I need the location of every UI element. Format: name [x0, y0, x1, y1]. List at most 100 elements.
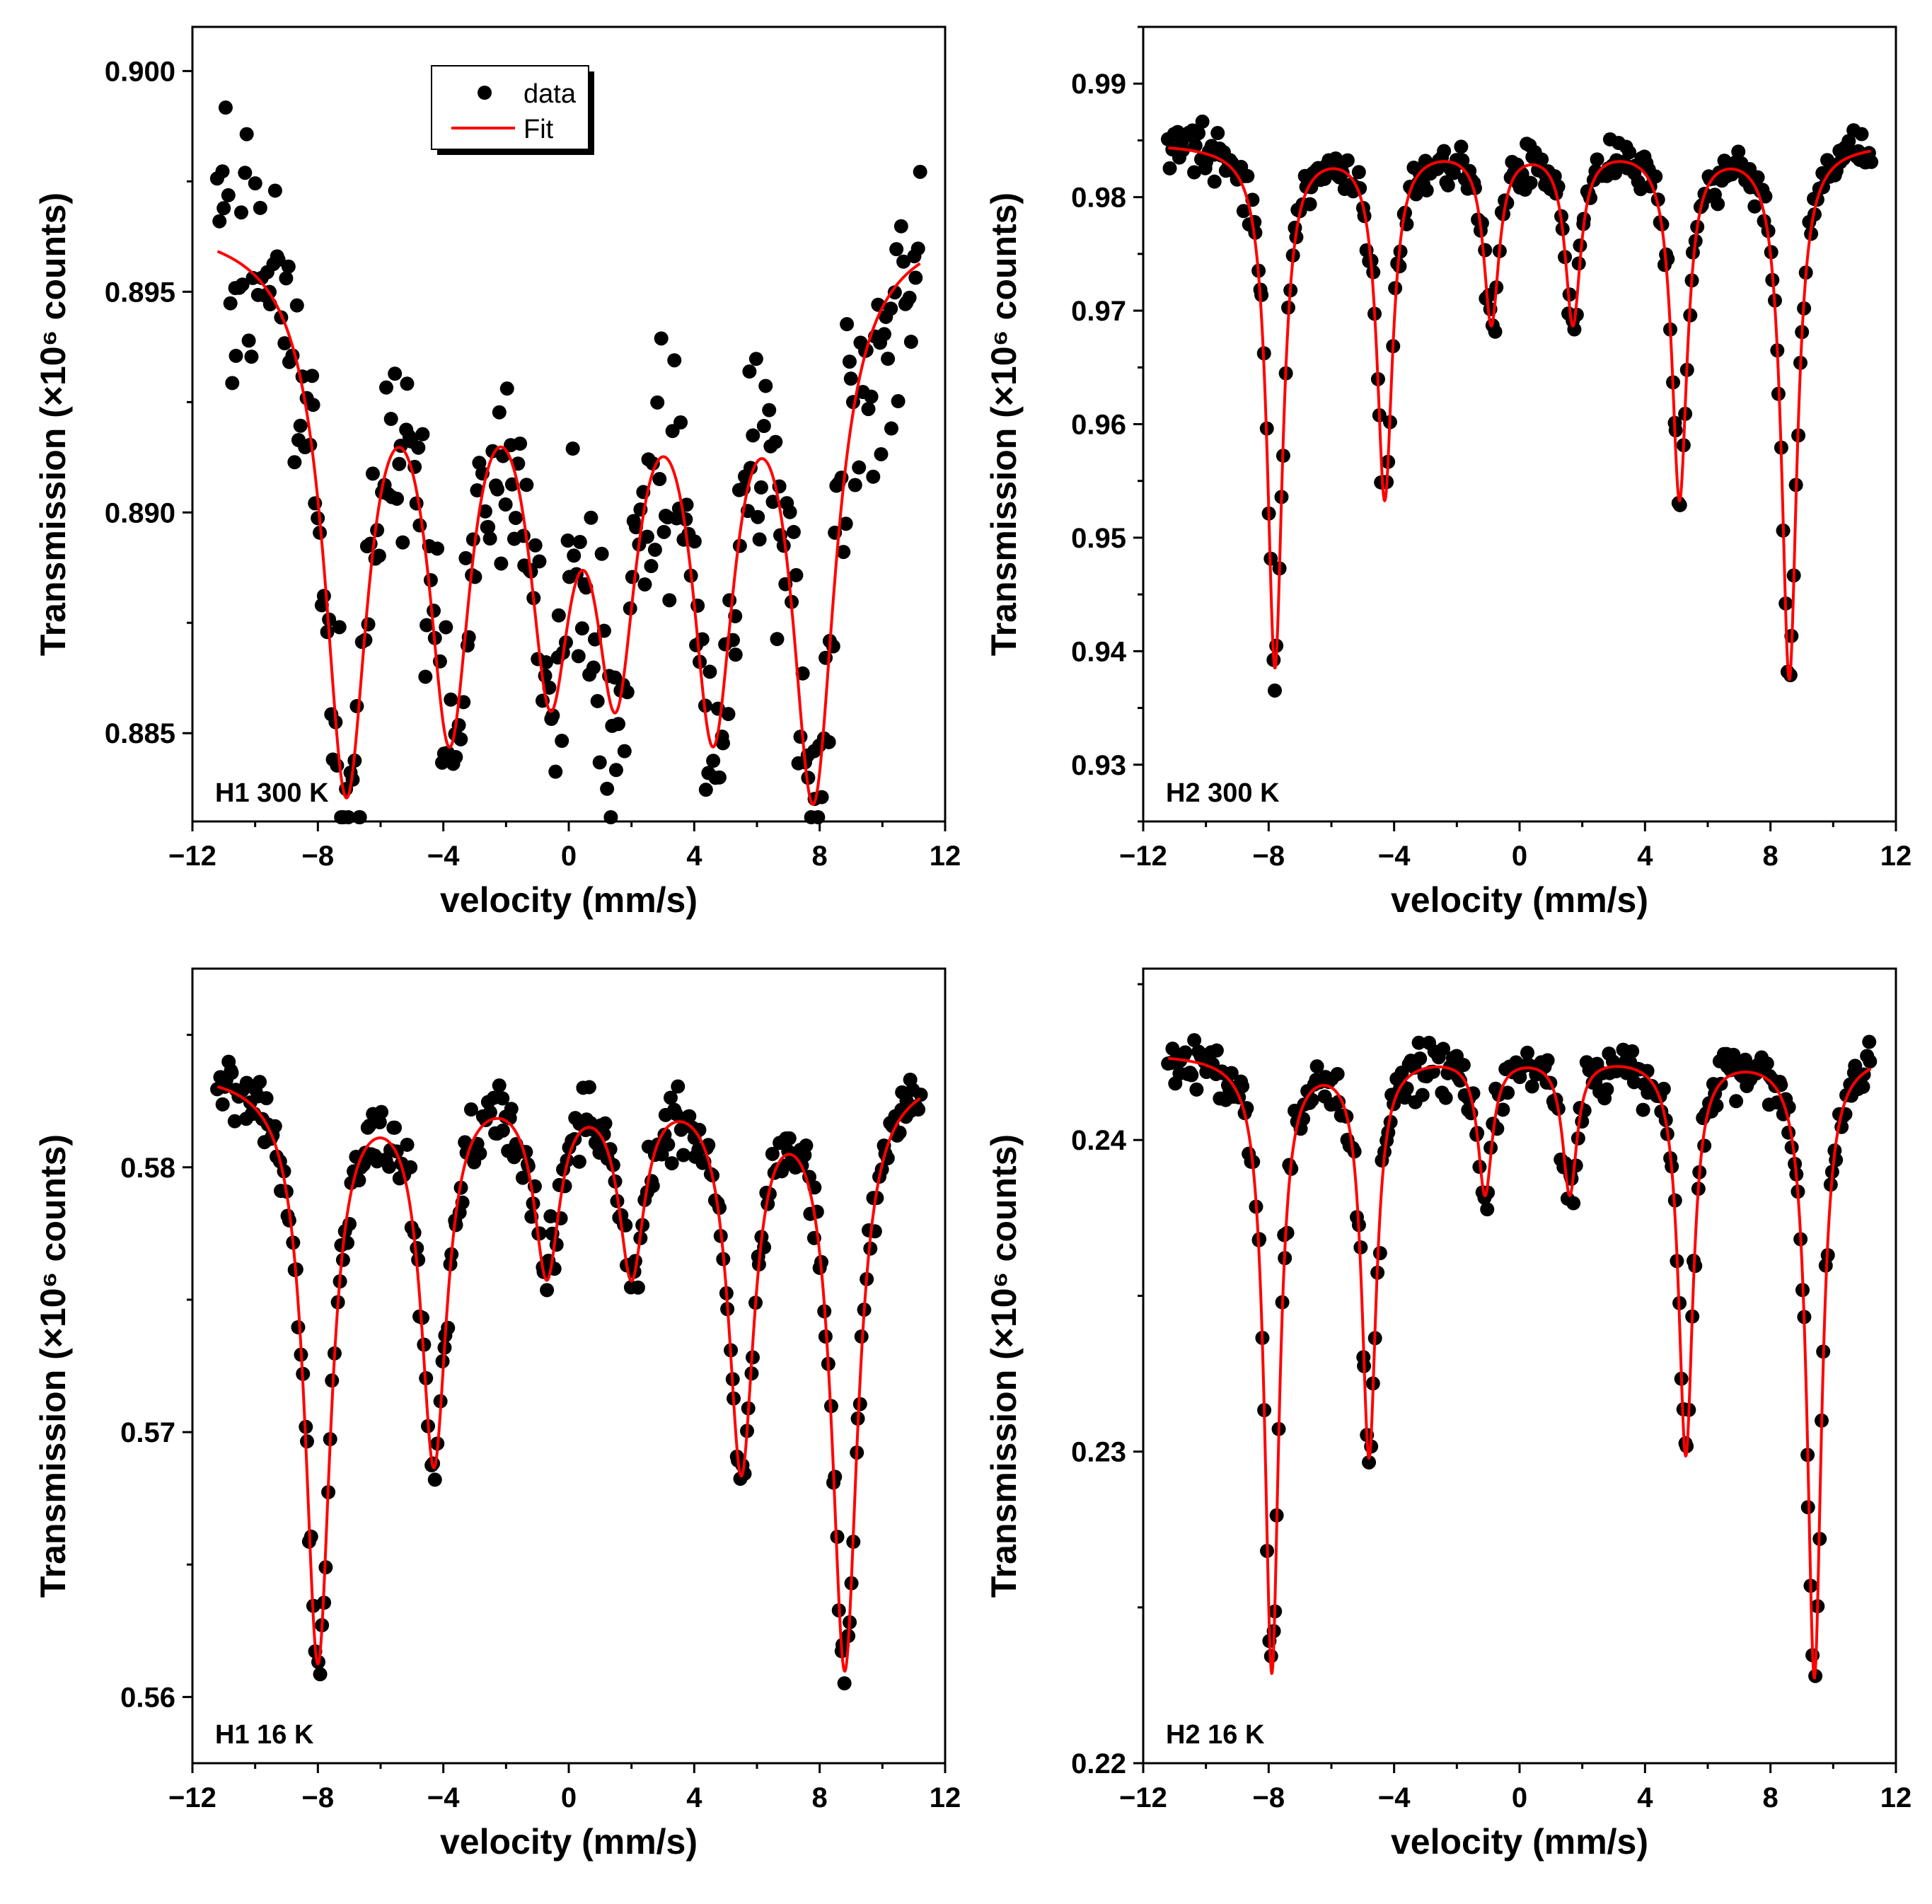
data-point — [241, 333, 256, 348]
fit-line — [1167, 1056, 1872, 1680]
data-point — [1590, 152, 1604, 167]
chart-panel-3: −12 −8 −4 0 4 8 12 0.56 0.57 0.58 velocity (mm/s) T… — [33, 967, 961, 1862]
data-point — [553, 1211, 568, 1225]
data-point — [902, 290, 917, 305]
data-point — [722, 593, 737, 608]
x-tick-label: −12 — [1119, 1782, 1167, 1813]
data-point — [702, 664, 717, 679]
data-point — [1520, 1045, 1535, 1060]
data-points — [210, 1054, 928, 1691]
data-point — [770, 632, 785, 647]
data-point — [1540, 1053, 1555, 1068]
x-tick-label: 12 — [930, 1782, 961, 1813]
data-point — [1856, 1080, 1870, 1095]
data-point — [598, 1116, 613, 1131]
data-point — [881, 352, 896, 367]
y-tick-label: 0.97 — [1071, 296, 1126, 327]
data-point — [352, 810, 367, 824]
data-point — [889, 242, 904, 257]
data-point — [617, 744, 632, 758]
data-point — [289, 298, 304, 313]
data-point — [1419, 183, 1434, 197]
data-point — [418, 669, 433, 684]
data-point — [410, 1241, 424, 1256]
plot-frame — [1142, 25, 1897, 823]
data-point — [1854, 127, 1869, 142]
y-tick-label: 0.93 — [1071, 750, 1126, 781]
fit-line — [216, 250, 921, 806]
data-point — [594, 546, 609, 561]
data-point — [1207, 174, 1222, 189]
data-point — [896, 254, 911, 269]
data-point — [752, 532, 767, 547]
data-point — [403, 1160, 418, 1175]
data-point — [551, 608, 566, 623]
y-tick-label: 0.98 — [1071, 183, 1126, 214]
x-tick-label: 8 — [1763, 1782, 1778, 1813]
data-point — [332, 620, 347, 635]
chart-panel-4: −12 −8 −4 0 4 8 12 0.22 0.23 0.24 velocity (mm/s) T… — [984, 967, 1911, 1862]
data-point — [786, 524, 801, 539]
data-point — [671, 1079, 686, 1094]
data-point — [795, 666, 810, 681]
data-point — [706, 754, 721, 768]
data-point — [1636, 1102, 1650, 1117]
data-point — [1191, 126, 1206, 141]
data-point — [884, 301, 898, 316]
legend-data-label: data — [524, 79, 577, 109]
data-point — [644, 559, 659, 574]
x-tick-label: 12 — [1880, 841, 1912, 872]
x-tick-label: −4 — [427, 841, 460, 872]
data-point — [1454, 139, 1469, 154]
data-point — [1187, 1033, 1202, 1048]
data-point — [430, 541, 445, 556]
legend-data-marker — [478, 86, 492, 100]
data-point — [281, 259, 296, 274]
data-point — [852, 460, 867, 475]
data-point — [1534, 152, 1549, 167]
data-point — [423, 572, 438, 587]
data-point — [492, 405, 507, 420]
data-point — [768, 434, 783, 449]
data-point — [911, 1102, 926, 1117]
data-point — [1436, 1042, 1451, 1056]
data-point — [378, 380, 393, 395]
data-point — [1184, 1068, 1199, 1083]
data-point — [411, 1252, 426, 1267]
data-point — [1711, 197, 1725, 212]
data-point — [1187, 165, 1202, 180]
x-tick-label: 4 — [1637, 841, 1653, 872]
data-point — [637, 577, 652, 592]
data-point — [572, 1154, 586, 1169]
data-point — [498, 497, 513, 512]
x-tick-label: 8 — [812, 841, 828, 872]
data-point — [287, 455, 302, 470]
data-point — [687, 534, 702, 549]
y-tick-label: 0.99 — [1071, 69, 1126, 100]
data-point — [515, 1170, 530, 1185]
data-point — [555, 734, 569, 749]
data-point — [539, 655, 554, 670]
data-point — [1162, 161, 1177, 175]
data-point — [499, 381, 514, 396]
data-point — [316, 589, 331, 604]
data-point — [1523, 175, 1538, 190]
data-point — [218, 100, 233, 115]
data-point — [1568, 1158, 1583, 1173]
y-tick-label: 0.24 — [1071, 1125, 1127, 1156]
data-point — [834, 471, 849, 485]
data-point — [470, 483, 485, 498]
data-point — [374, 1104, 389, 1119]
data-point — [848, 478, 862, 492]
x-tick-label: 8 — [812, 1782, 828, 1813]
x-tick-label: −8 — [1253, 1782, 1285, 1813]
data-point — [279, 271, 294, 286]
data-point — [291, 1320, 306, 1334]
data-point — [748, 352, 763, 367]
y-axis-label: Transmission (×10⁶ counts) — [984, 192, 1024, 656]
data-point — [215, 1097, 230, 1112]
data-point — [1340, 153, 1355, 168]
y-axis-label: Transmission (×10⁶ counts) — [984, 1134, 1024, 1598]
data-point — [453, 732, 468, 746]
data-point — [1672, 497, 1687, 512]
